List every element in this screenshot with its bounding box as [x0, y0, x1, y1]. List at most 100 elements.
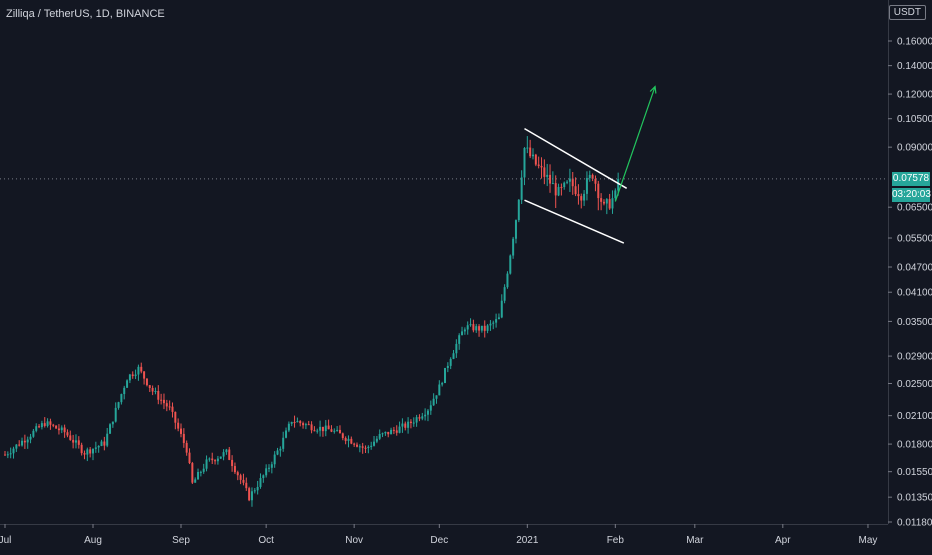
candle-body — [554, 183, 557, 196]
candle-body — [157, 390, 160, 400]
candle-body — [49, 421, 52, 425]
candle-body — [310, 424, 313, 431]
candle-body — [452, 353, 455, 359]
symbol-title: Zilliqa / TetherUS, 1D, BINANCE — [6, 8, 165, 20]
candle-body — [540, 165, 543, 168]
candle-body — [375, 438, 378, 442]
candle-body — [222, 452, 225, 457]
candle-body — [231, 459, 234, 467]
x-tick-label: Sep — [172, 535, 190, 546]
candle-body — [228, 449, 231, 460]
candle-body — [74, 440, 77, 443]
candle-body — [63, 427, 66, 433]
candle-body — [537, 164, 540, 166]
candle-body — [304, 424, 307, 426]
candle-body — [293, 421, 296, 423]
candle-body — [549, 174, 552, 184]
candle-body — [358, 446, 361, 448]
candle-body — [197, 471, 200, 480]
time-axis[interactable]: Jul Aug Sep Oct Nov Dec 2021 Feb Mar Apr May — [0, 524, 877, 546]
candle-body — [256, 486, 259, 491]
candle-body — [182, 433, 185, 443]
currency-badge[interactable]: USDT — [888, 5, 926, 20]
channel-lower-line[interactable] — [524, 199, 625, 244]
candle-body — [324, 425, 327, 432]
candle-body — [350, 438, 353, 444]
candle-body — [378, 434, 381, 439]
candle-body — [80, 444, 83, 454]
candle-body — [514, 220, 517, 239]
candle-body — [23, 440, 26, 443]
candle-body — [395, 430, 398, 433]
candle-body — [94, 447, 97, 449]
candle-body — [160, 399, 163, 401]
x-tick-label: Mar — [686, 535, 704, 546]
candle-body — [580, 196, 583, 201]
y-tick-label: 0.03500 — [897, 317, 932, 328]
candle-body — [114, 407, 117, 422]
candle-body — [100, 441, 103, 446]
candle-body — [497, 317, 500, 320]
candle-body — [398, 426, 401, 433]
candle-body — [273, 454, 276, 465]
candle-body — [483, 325, 486, 331]
y-tick-label: 0.16000 — [897, 37, 932, 48]
candle-body — [585, 178, 588, 194]
y-tick-label: 0.02900 — [897, 352, 932, 363]
candle-body — [407, 421, 410, 428]
candle-body — [145, 378, 148, 386]
candle-body — [46, 421, 49, 426]
price-axis[interactable]: 0.16000 0.14000 0.12000 0.10500 0.09000 0.065… — [888, 37, 932, 529]
candle-body — [532, 154, 534, 157]
candle-body — [43, 423, 46, 426]
candle-body — [299, 421, 302, 424]
candle-body — [602, 201, 605, 204]
candle-body — [143, 371, 146, 379]
y-tick-label: 0.01800 — [897, 440, 932, 451]
candle-body — [106, 433, 109, 446]
candle-body — [517, 199, 520, 221]
channel-upper-line[interactable] — [524, 127, 628, 189]
candle-body — [415, 417, 418, 423]
candle-body — [239, 475, 242, 480]
candle-body — [262, 475, 265, 479]
candle-body — [131, 374, 134, 377]
candle-body — [211, 458, 214, 461]
candle-body — [500, 300, 503, 318]
x-tick-label: Apr — [775, 535, 791, 546]
candle-body — [199, 471, 202, 473]
candle-body — [285, 430, 288, 438]
candle-body — [432, 398, 435, 406]
candle-body — [233, 466, 236, 473]
candle-body — [418, 417, 421, 419]
candle-body — [426, 410, 429, 415]
candle-body — [77, 440, 80, 445]
candle-body — [279, 448, 282, 451]
y-tick-label: 0.04100 — [897, 288, 932, 299]
candle-body — [509, 255, 512, 274]
candle-body — [92, 448, 94, 454]
candle-body — [344, 438, 347, 441]
candle-body — [83, 453, 86, 455]
candle-body — [276, 450, 279, 455]
candle-body — [208, 458, 211, 460]
candle-body — [551, 183, 554, 185]
candle-body — [236, 472, 239, 476]
y-tick-label: 0.10500 — [897, 114, 932, 125]
candle-body — [361, 446, 364, 448]
candle-body — [597, 183, 600, 199]
candle-body — [409, 421, 412, 424]
candle-body — [472, 324, 475, 331]
candle-body — [461, 331, 464, 336]
candle-body — [12, 448, 15, 454]
candle-body — [21, 440, 24, 446]
candle-body — [15, 444, 18, 449]
candle-body — [287, 423, 290, 431]
candle-body — [109, 424, 112, 434]
projection-arrow-line[interactable] — [614, 86, 656, 202]
x-tick-label: May — [859, 535, 878, 546]
candle-body — [191, 463, 194, 483]
candle-body — [475, 326, 478, 331]
